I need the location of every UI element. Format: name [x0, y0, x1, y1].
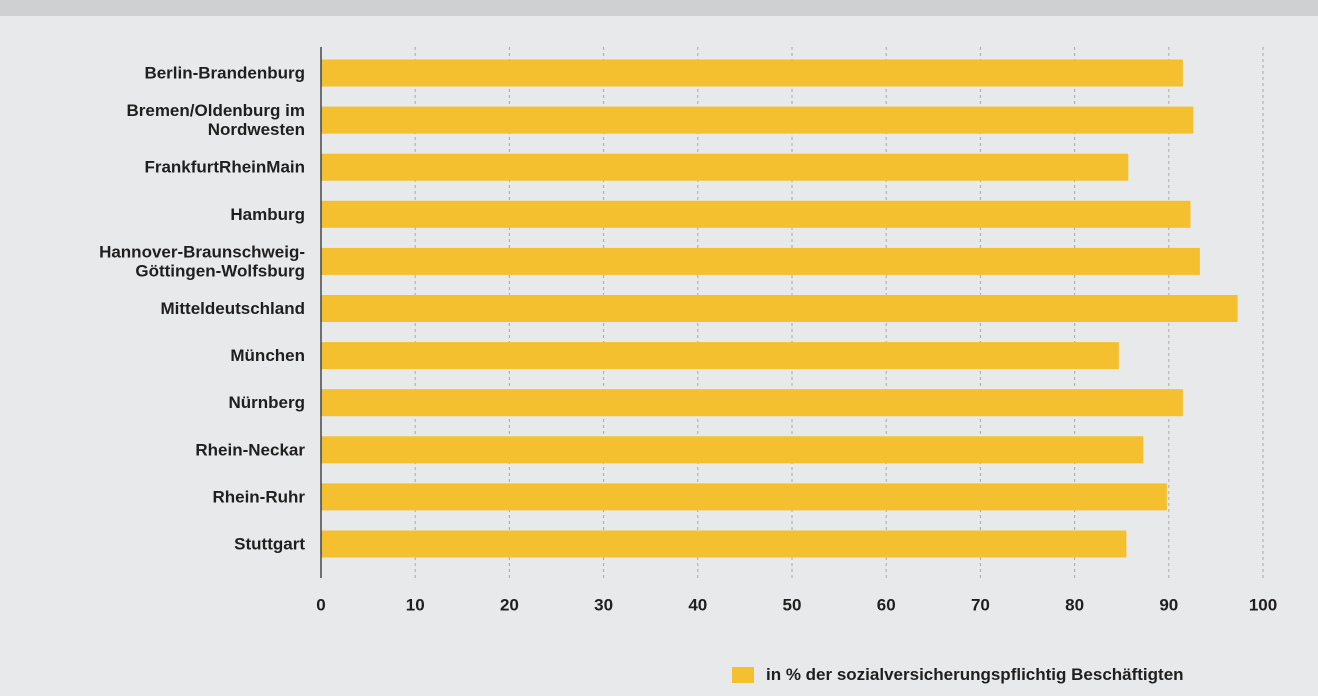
bars: [321, 59, 1238, 558]
tick-label-40: 40: [688, 596, 707, 615]
category-label-line: Mitteldeutschland: [160, 299, 305, 318]
category-label-8: Rhein-Neckar: [195, 440, 305, 459]
bar-7: [321, 389, 1183, 417]
category-label-line: Rhein-Ruhr: [212, 487, 305, 506]
category-label-line: FrankfurtRheinMain: [144, 158, 305, 177]
tick-label-80: 80: [1065, 596, 1084, 615]
category-label-line: Bremen/Oldenburg im: [126, 101, 305, 120]
category-label-line: Berlin-Brandenburg: [144, 64, 305, 83]
bar-9: [321, 483, 1167, 511]
top-band: [0, 0, 1318, 16]
tick-labels: 0 10 20 30 40 50 60 70 80 90 100: [316, 596, 1277, 615]
bar-6: [321, 342, 1119, 370]
category-label-line: Rhein-Neckar: [195, 440, 305, 459]
tick-label-0: 0: [316, 596, 325, 615]
bar-0: [321, 59, 1183, 87]
bar-8: [321, 436, 1144, 464]
bar-5: [321, 295, 1238, 322]
bar-1: [321, 106, 1194, 134]
tick-label-90: 90: [1159, 596, 1178, 615]
category-label-line: Nürnberg: [229, 393, 306, 412]
category-label-line: Stuttgart: [234, 535, 305, 554]
category-label-2: FrankfurtRheinMain: [144, 158, 305, 177]
category-label-4: Hannover-Braunschweig-Göttingen-Wolfsbur…: [99, 242, 305, 280]
tick-label-50: 50: [783, 596, 802, 615]
category-label-line: München: [230, 346, 305, 365]
tick-label-20: 20: [500, 596, 519, 615]
category-label-6: München: [230, 346, 305, 365]
tick-label-70: 70: [971, 596, 990, 615]
category-label-7: Nürnberg: [229, 393, 306, 412]
bar-10: [321, 530, 1127, 558]
category-label-line: Hamburg: [230, 205, 305, 224]
category-labels: Berlin-Brandenburg Bremen/Oldenburg im Nor…: [99, 64, 305, 554]
legend: in % der sozialversicherungspflichtig Be…: [732, 665, 1184, 685]
tick-label-30: 30: [594, 596, 613, 615]
category-label-3: Hamburg: [230, 205, 305, 224]
category-label-10: Stuttgart: [234, 535, 305, 554]
category-label-0: Berlin-Brandenburg: [144, 64, 305, 83]
category-label-5: Mitteldeutschland: [160, 299, 305, 318]
legend-swatch: [732, 667, 754, 683]
tick-label-10: 10: [406, 596, 425, 615]
category-label-line: Hannover-Braunschweig-: [99, 242, 305, 261]
category-label-line: Göttingen-Wolfsburg: [135, 261, 305, 280]
category-label-1: Bremen/Oldenburg im Nordwesten: [126, 101, 305, 139]
tick-label-100: 100: [1249, 596, 1277, 615]
bar-3: [321, 200, 1191, 228]
legend-label: in % der sozialversicherungspflichtig Be…: [766, 665, 1184, 684]
tick-label-60: 60: [877, 596, 896, 615]
category-label-9: Rhein-Ruhr: [212, 487, 305, 506]
bar-2: [321, 153, 1129, 181]
category-label-line: Nordwesten: [208, 120, 305, 139]
bar-4: [321, 247, 1200, 275]
